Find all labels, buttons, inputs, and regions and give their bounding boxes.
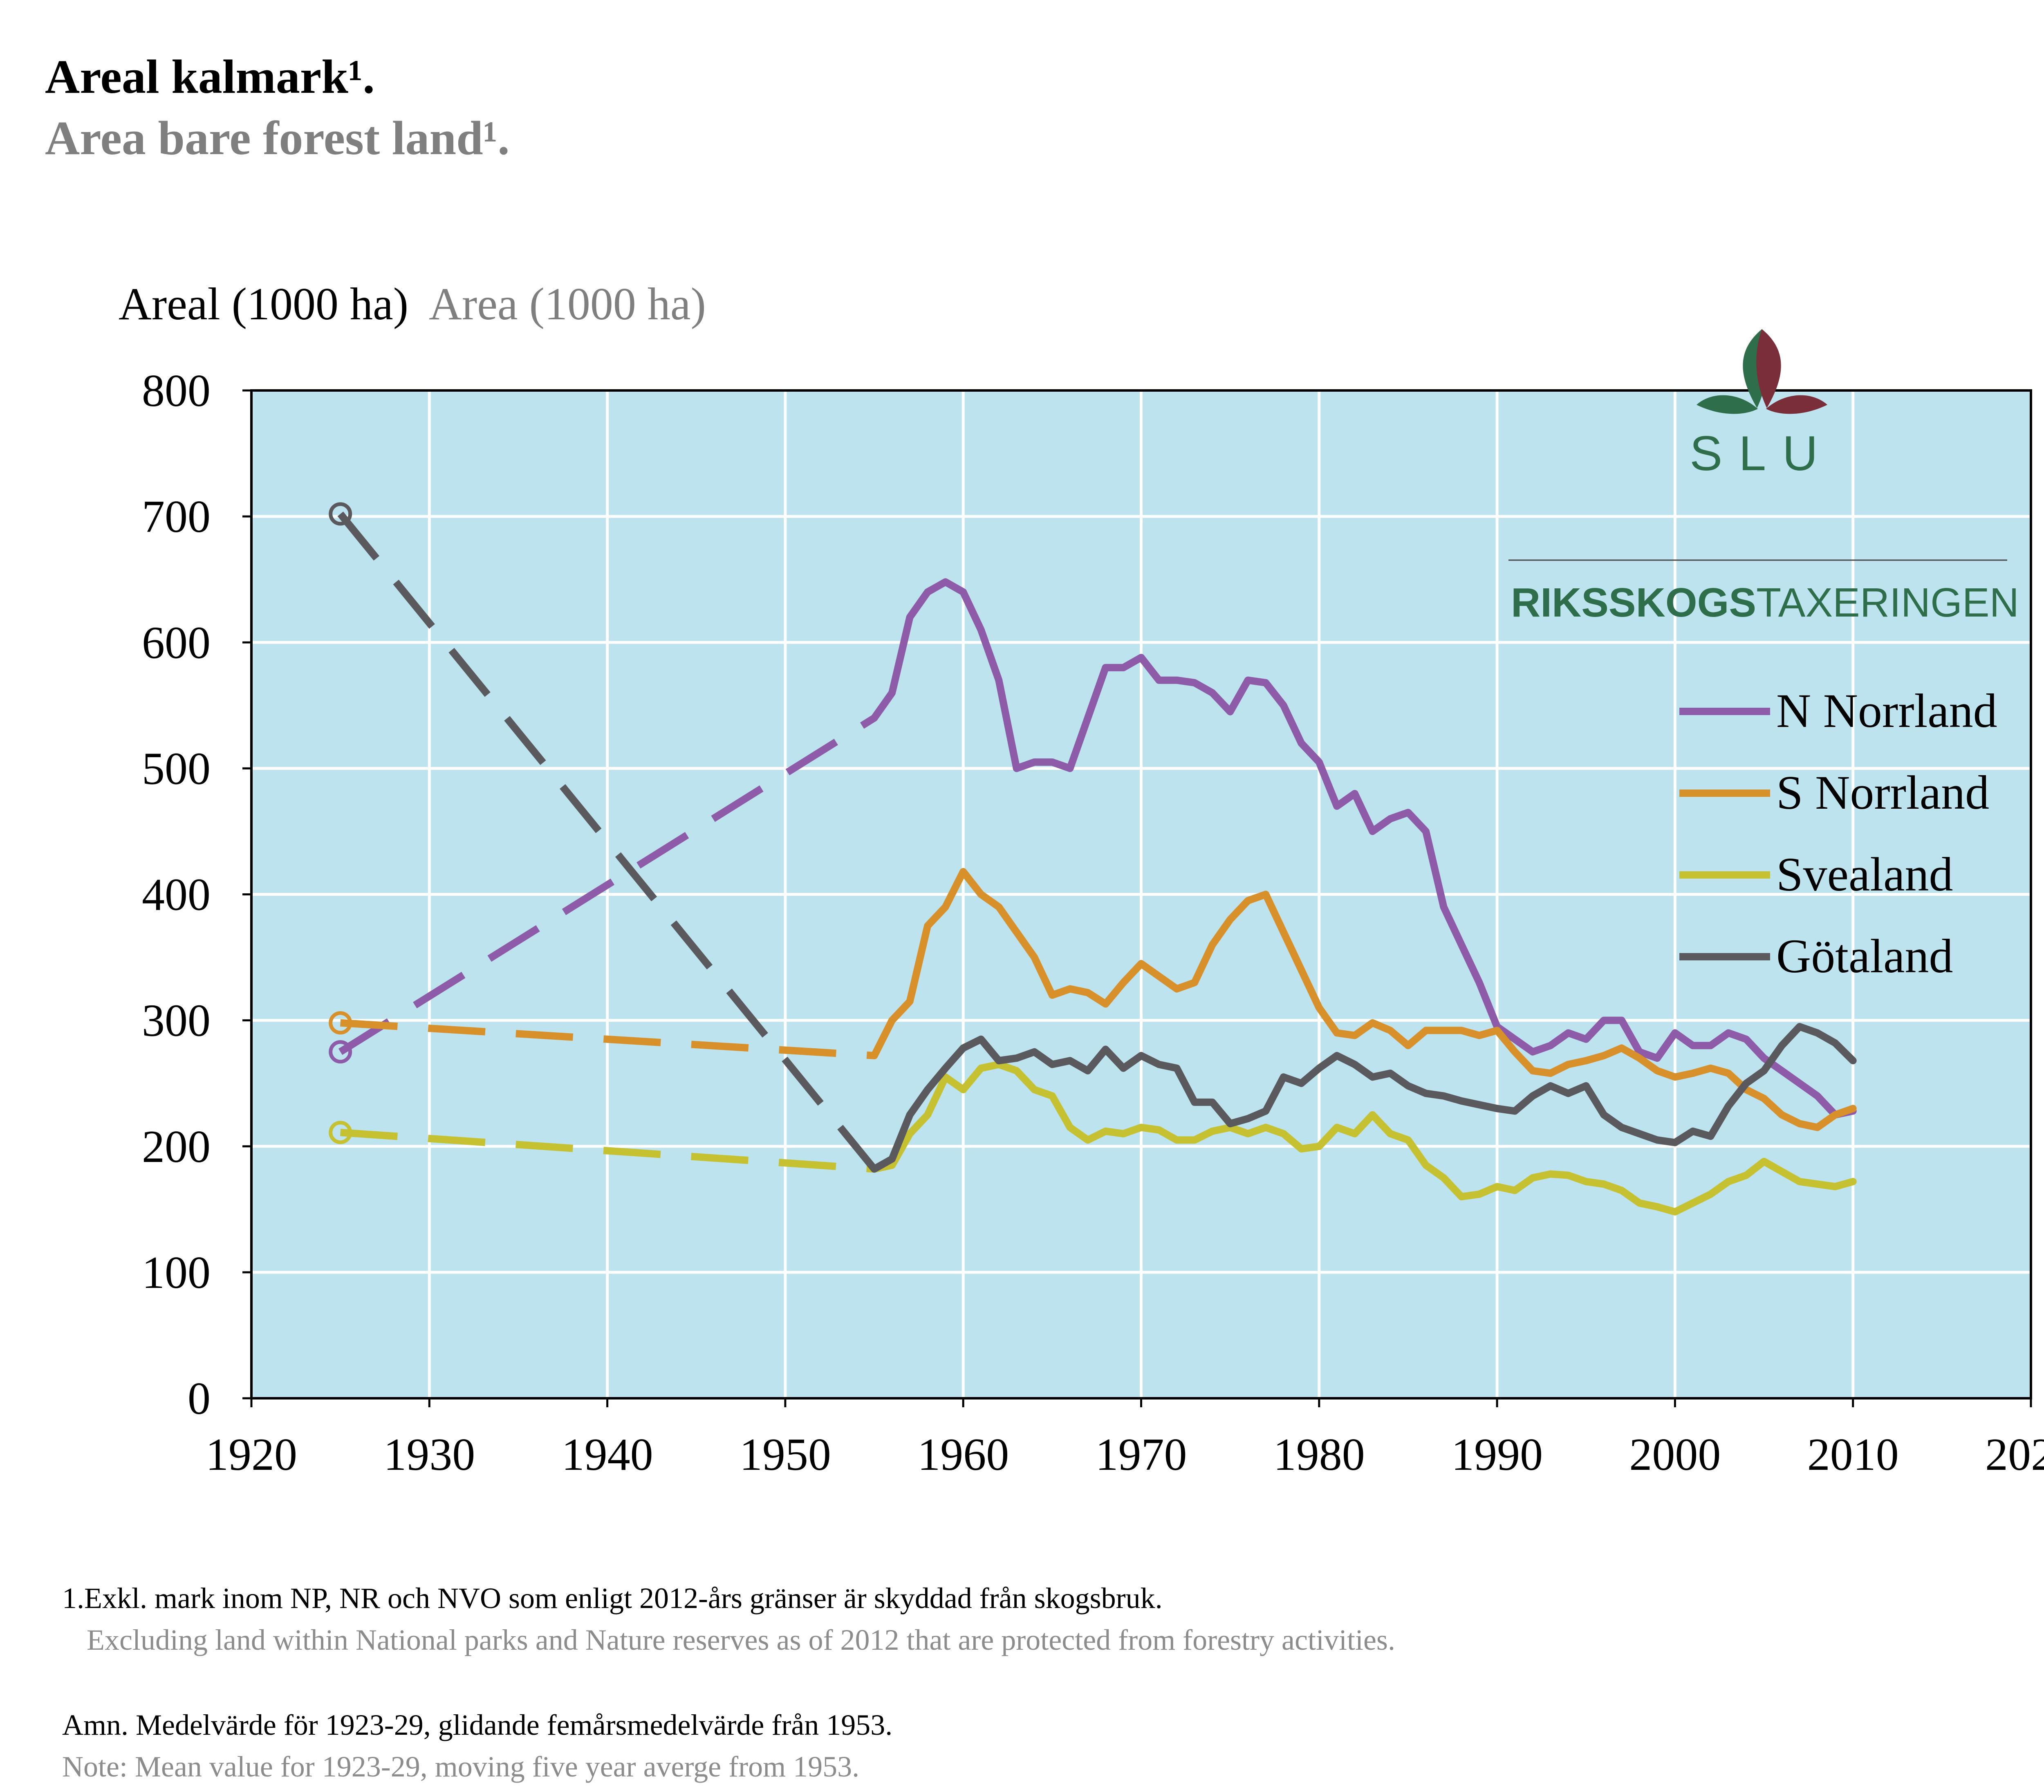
leaf-bottom-right-icon [1766, 395, 1827, 414]
legend-item: Svealand [1679, 848, 1953, 901]
y-tick-label: 700 [142, 491, 211, 542]
chart-title-english: Area bare forest land¹. [45, 111, 510, 165]
x-tick-label: 1940 [562, 1429, 653, 1480]
series-baseline-connector [340, 1128, 875, 1173]
series-2 [329, 1061, 1857, 1216]
y-axis-label-swedish: Areal (1000 ha) [119, 279, 409, 330]
legend-label: Götaland [1776, 929, 1953, 983]
x-tick-label: 2010 [1807, 1429, 1899, 1480]
footnote-1-swedish: 1.Exkl. mark inom NP, NR och NVO som enl… [62, 1582, 1163, 1615]
x-tick-label: 1990 [1451, 1429, 1543, 1480]
series-baseline-connector [337, 511, 877, 1171]
y-tick-label: 0 [188, 1373, 211, 1424]
legend-item: Götaland [1679, 929, 1953, 983]
x-tick-label: 1980 [1273, 1429, 1365, 1480]
legend-label: N Norrland [1776, 684, 1997, 738]
y-axis-label: Areal (1000 ha) Area (1000 ha) [119, 278, 706, 331]
series-baseline-marker [329, 1121, 352, 1144]
y-axis-label-english: Area (1000 ha) [429, 279, 706, 330]
series-baseline-marker [329, 1040, 352, 1064]
riksskogstaxeringen-wordmark: RIKSSKOGSTAXERINGEN [1511, 580, 2019, 626]
y-tick-label: 500 [142, 743, 211, 794]
footnote-1-english: Excluding land within National parks and… [87, 1624, 1395, 1656]
gridlines [251, 390, 2031, 1398]
series-baseline-marker [329, 1011, 352, 1035]
series-0 [329, 578, 1857, 1119]
footnote-2-english: Note: Mean value for 1923-29, moving fiv… [62, 1750, 860, 1783]
legend-label: Svealand [1776, 848, 1953, 901]
footnote-2-swedish: Amn. Medelvärde för 1923-29, glidande fe… [62, 1709, 893, 1741]
axes: 1920 1930 1940 1950 1960 1970 1980 1990 2000 2010… [142, 366, 2044, 1480]
legend-item: S Norrland [1679, 766, 1989, 819]
series-line [870, 578, 1857, 1119]
y-tick-label: 100 [142, 1247, 211, 1298]
legend-item: N Norrland [1679, 684, 1997, 738]
y-tick-label: 200 [142, 1121, 211, 1172]
legend-label: S Norrland [1776, 766, 1989, 819]
x-tick-label: 1920 [206, 1429, 297, 1480]
y-tick-label: 400 [142, 870, 211, 920]
x-tick-label: 1960 [917, 1429, 1009, 1480]
x-tick-label: 2000 [1629, 1429, 1721, 1480]
brand-bold: RIKSSKOGS [1511, 580, 1756, 626]
y-tick-label: 800 [142, 366, 211, 416]
line-chart: 1920 1930 1940 1950 1960 1970 1980 1990 2000 2010… [142, 329, 2044, 1480]
x-tick-label: 1970 [1096, 1429, 1187, 1480]
series-lines [329, 502, 1857, 1216]
leaf-bottom-left-icon [1697, 395, 1758, 414]
series-baseline-marker [329, 502, 352, 526]
series-baseline-connector [338, 715, 876, 1055]
chart-title: Areal kalmark¹. [45, 50, 375, 103]
series-line [870, 1061, 1857, 1216]
x-tick-label: 1950 [740, 1429, 831, 1480]
slu-logo: SLU [1690, 329, 1834, 481]
leaf-right-icon [1756, 329, 1781, 408]
brand-light: TAXERINGEN [1756, 580, 2019, 626]
series-3 [329, 502, 1857, 1173]
x-tick-label: 1930 [383, 1429, 475, 1480]
legend: N Norrland S Norrland Svealand Götaland [1679, 684, 1997, 983]
series-baseline-connector [340, 1019, 875, 1059]
series-line [870, 1023, 1857, 1173]
slu-wordmark: SLU [1690, 426, 1834, 481]
y-tick-label: 300 [142, 996, 211, 1046]
series-line [870, 868, 1857, 1131]
series-1 [329, 868, 1857, 1131]
y-tick-label: 600 [142, 617, 211, 668]
